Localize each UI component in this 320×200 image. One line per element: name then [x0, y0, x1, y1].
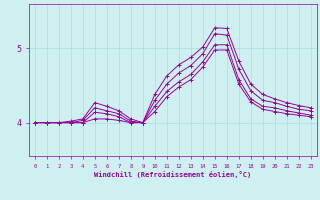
- X-axis label: Windchill (Refroidissement éolien,°C): Windchill (Refroidissement éolien,°C): [94, 171, 252, 178]
